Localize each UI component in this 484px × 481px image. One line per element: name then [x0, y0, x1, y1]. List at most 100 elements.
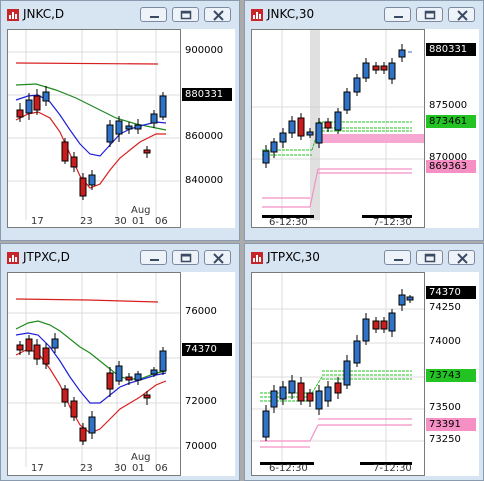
month-label: Aug — [131, 205, 151, 216]
candle — [388, 62, 396, 80]
candle — [262, 410, 270, 438]
date-label: 01 — [132, 463, 145, 474]
restore-icon — [424, 10, 436, 20]
candle — [79, 427, 87, 442]
minimize-icon — [150, 259, 159, 261]
close-button[interactable] — [204, 250, 231, 265]
chart-window-jtpxc-30min[interactable]: JTPXC,30 — [244, 243, 484, 481]
axis-tick-label: 74250 — [429, 302, 461, 313]
price-chart-area[interactable]: 6-12:30 7-12:30 — [251, 272, 425, 476]
candle — [324, 386, 332, 402]
candle — [51, 338, 59, 349]
chart-window-jtpxc-daily[interactable]: JTPXC,D — [0, 243, 240, 481]
minimize-button[interactable] — [140, 250, 167, 265]
candle — [315, 390, 323, 410]
window-title: JTPXC,D — [23, 250, 70, 264]
axis-tick-label: 875000 — [429, 100, 468, 111]
last-price-tag: 880331 — [426, 43, 476, 56]
date-label: 7-12:30 — [373, 463, 412, 474]
candle — [16, 344, 24, 351]
title-bar[interactable]: JTPXC,D — [1, 244, 239, 272]
chart-app-icon — [7, 252, 19, 264]
moving-average-green — [15, 83, 167, 131]
price-axis[interactable]: 900000 860000 840000 880331 — [181, 29, 235, 228]
candle — [79, 177, 87, 197]
window-title: JNKC,30 — [267, 7, 315, 21]
last-price-tag: 74370 — [426, 286, 476, 299]
axis-tick-label: 70000 — [185, 441, 217, 452]
candlestick-chart — [8, 273, 180, 475]
close-button[interactable] — [448, 250, 475, 265]
axis-tick-label: 76000 — [185, 306, 217, 317]
axis-tick-label: 73250 — [429, 434, 461, 445]
candle — [25, 99, 33, 114]
window-title: JNKC,D — [23, 7, 65, 21]
close-icon — [457, 10, 468, 21]
candle — [334, 111, 342, 131]
axis-tick-label: 900000 — [185, 45, 224, 56]
minimize-button[interactable] — [384, 250, 411, 265]
upper-band-line — [15, 298, 159, 303]
candle — [288, 120, 296, 134]
support-lines-pink — [262, 168, 412, 208]
candle — [297, 382, 305, 402]
price-axis[interactable]: 76000 72000 70000 74370 — [181, 272, 235, 476]
restore-button[interactable] — [416, 7, 443, 22]
price-axis[interactable]: 875000 870000 880331 873461 869363 — [425, 29, 479, 228]
candle — [70, 156, 78, 168]
price-chart-area[interactable]: 17 23 30 01 06 Aug — [7, 272, 181, 476]
candle — [279, 386, 287, 400]
candle — [262, 150, 270, 164]
title-bar[interactable]: JNKC,30 — [245, 1, 483, 29]
axis-tick-label: 870000 — [429, 152, 468, 163]
price-axis[interactable]: 74250 74000 73500 73250 74370 73743 7339… — [425, 272, 479, 476]
session-bars — [262, 215, 412, 218]
candle — [150, 113, 158, 124]
support-price-tag: 869363 — [426, 160, 476, 173]
minimize-button[interactable] — [140, 7, 167, 22]
date-label: 06 — [155, 463, 168, 474]
close-button[interactable] — [204, 7, 231, 22]
date-label: 17 — [31, 216, 44, 227]
candle — [88, 174, 96, 186]
minimize-button[interactable] — [384, 7, 411, 22]
moving-average-blue — [15, 332, 167, 404]
candle — [380, 65, 388, 71]
price-chart-area[interactable]: 6-12:30 7-12:30 — [251, 29, 425, 228]
candle — [343, 91, 351, 111]
restore-icon — [180, 10, 192, 20]
title-bar[interactable]: JTPXC,30 — [245, 244, 483, 272]
close-icon — [213, 10, 224, 21]
candle — [115, 365, 123, 382]
candle — [134, 124, 142, 130]
title-bar[interactable]: JNKC,D — [1, 1, 239, 29]
restore-button[interactable] — [172, 250, 199, 265]
candle — [334, 382, 342, 394]
minimize-icon — [394, 16, 403, 18]
date-label: 7-12:30 — [373, 217, 412, 228]
restore-icon — [424, 253, 436, 263]
candle — [353, 77, 361, 93]
candle — [143, 149, 151, 154]
date-label: 6-12:30 — [269, 463, 308, 474]
candle — [297, 117, 305, 137]
chart-window-jnkc-30min[interactable]: JNKC,30 — [244, 0, 484, 241]
restore-button[interactable] — [416, 250, 443, 265]
price-chart-area[interactable]: 17 23 30 01 06 Aug — [7, 29, 181, 228]
candle — [106, 124, 114, 143]
close-button[interactable] — [448, 7, 475, 22]
last-price-tag: 880331 — [182, 88, 232, 101]
candle — [159, 95, 167, 118]
candlestick-chart — [252, 30, 424, 227]
candle — [315, 122, 323, 144]
restore-button[interactable] — [172, 7, 199, 22]
candle — [372, 320, 380, 330]
candle — [324, 121, 332, 129]
chart-window-jnkc-daily[interactable]: JNKC,D — [0, 0, 240, 241]
candle — [288, 380, 296, 394]
date-label: 17 — [31, 463, 44, 474]
candle — [343, 360, 351, 386]
candle — [88, 416, 96, 434]
candle — [270, 390, 278, 408]
axis-tick-label: 73500 — [429, 402, 461, 413]
